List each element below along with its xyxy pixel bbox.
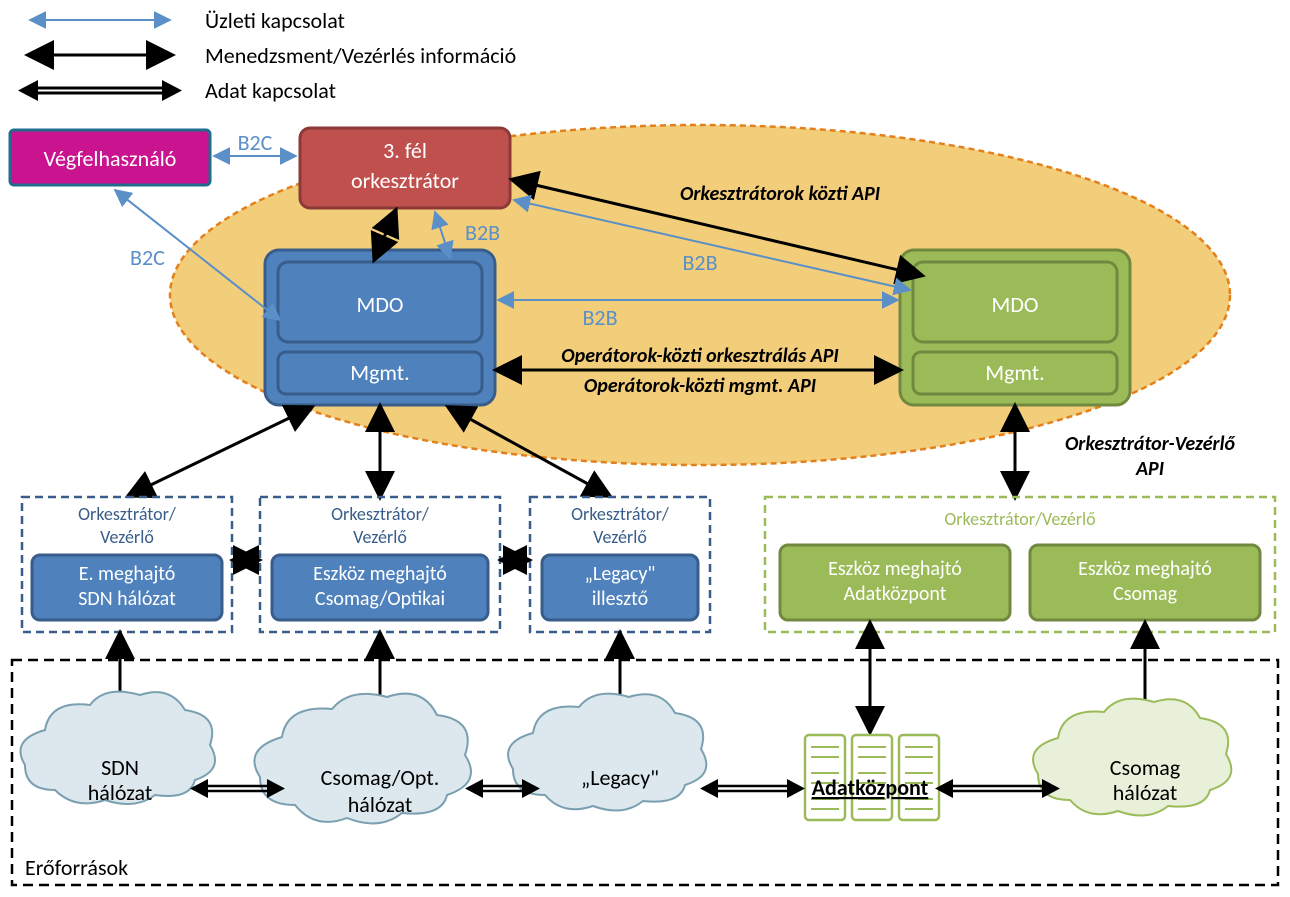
controller-right: Orkesztrátor/Vezérlő Eszköz meghajtó Ada…: [765, 497, 1275, 632]
cloud-pkt-opt: Csomag/Opt. hálózat: [254, 694, 471, 824]
svg-text:E. meghajtó: E. meghajtó: [79, 562, 176, 586]
legend-label-2: Adat kapcsolat: [205, 77, 336, 104]
cloud-pkt: Csomag hálózat: [1033, 699, 1231, 816]
svg-text:orkesztrátor: orkesztrátor: [351, 167, 459, 194]
svg-text:Eszköz meghajtó: Eszköz meghajtó: [313, 562, 447, 586]
cloud-legacy: „Legacy": [508, 694, 706, 811]
mdoleft-ctrl1-arrow: [130, 408, 310, 495]
svg-text:illesztő: illesztő: [592, 587, 648, 611]
svg-text:Csomag: Csomag: [1113, 582, 1178, 606]
svg-text:3. fél: 3. fél: [383, 137, 427, 164]
svg-text:„Legacy": „Legacy": [581, 764, 659, 791]
svg-text:Orkesztrátor/: Orkesztrátor/: [571, 503, 670, 525]
controller-left-0: Orkesztrátor/ Vezérlő E. meghajtó SDN há…: [22, 497, 232, 632]
svg-text:Vezérlő: Vezérlő: [100, 526, 154, 548]
legend-label-0: Üzleti kapcsolat: [205, 7, 345, 34]
svg-text:Adatközpont: Adatközpont: [812, 774, 929, 801]
mdo-left-box: MDO Mgmt.: [265, 250, 495, 405]
orch-ctrl-api-label1: Orkesztrátor-Vezérlő: [1065, 432, 1236, 456]
svg-text:Orkesztrátor/: Orkesztrátor/: [78, 503, 177, 525]
controller-left-1: Orkesztrátor/ Vezérlő Eszköz meghajtó Cs…: [260, 497, 500, 632]
svg-text:Eszköz meghajtó: Eszköz meghajtó: [1078, 557, 1212, 581]
mdo-right-box: MDO Mgmt.: [900, 250, 1130, 405]
svg-text:„Legacy": „Legacy": [585, 562, 656, 586]
svg-text:SDN hálózat: SDN hálózat: [78, 587, 176, 611]
b2c-left-label: B2C: [130, 244, 165, 271]
third-party-orchestrator-box: 3. fél orkesztrátor: [300, 128, 510, 208]
datacenter-icon: Adatközpont: [805, 735, 939, 820]
controller-left-2: Orkesztrátor/ Vezérlő „Legacy" illesztő: [530, 497, 710, 632]
svg-text:MDO: MDO: [992, 291, 1039, 318]
b2c-top-label: B2C: [238, 129, 273, 156]
cloud-sdn: SDN hálózat: [21, 692, 216, 806]
svg-text:SDN: SDN: [101, 754, 139, 781]
svg-text:Vezérlő: Vezérlő: [353, 526, 407, 548]
orch-ctrl-api-label2: API: [1135, 457, 1164, 481]
svg-text:Vezérlő: Vezérlő: [593, 526, 647, 548]
svg-text:Mgmt.: Mgmt.: [985, 359, 1044, 386]
b2b-low-label: B2B: [582, 304, 617, 331]
svg-text:Csomag/Optikai: Csomag/Optikai: [315, 587, 445, 611]
legend-label-1: Menedzsment/Vezérlés információ: [205, 42, 516, 69]
orch-api-label: Orkesztrátorok közti API: [680, 182, 880, 206]
resources-label: Erőforrások: [25, 854, 128, 881]
svg-text:Eszköz meghajtó: Eszköz meghajtó: [828, 557, 962, 581]
svg-text:Végfelhasználó: Végfelhasználó: [44, 145, 177, 172]
svg-text:hálózat: hálózat: [88, 779, 153, 806]
end-user-box: Végfelhasználó: [10, 130, 210, 185]
svg-text:Orkesztrátor/: Orkesztrátor/: [331, 503, 430, 525]
svg-text:Mgmt.: Mgmt.: [350, 359, 409, 386]
resources-data-link-1: [190, 779, 285, 798]
svg-text:Csomag: Csomag: [1110, 754, 1180, 781]
svg-text:MDO: MDO: [357, 291, 404, 318]
b2b-mid-label: B2B: [682, 249, 717, 276]
b2b-top-label: B2B: [465, 219, 500, 246]
op-mgmt-api-label: Operátorok-közti mgmt. API: [584, 374, 816, 398]
svg-text:Orkesztrátor/Vezérlő: Orkesztrátor/Vezérlő: [944, 508, 1095, 530]
svg-text:hálózat: hálózat: [1113, 779, 1178, 806]
svg-text:Adatközpont: Adatközpont: [844, 582, 947, 606]
resources-data-link-3: [700, 779, 805, 798]
svg-text:Csomag/Opt.: Csomag/Opt.: [321, 764, 440, 791]
svg-text:hálózat: hálózat: [348, 791, 413, 818]
legend: Üzleti kapcsolat Menedzsment/Vezérlés in…: [18, 7, 516, 104]
op-orch-api-label: Operátorok-közti orkesztrálás API: [561, 344, 838, 368]
